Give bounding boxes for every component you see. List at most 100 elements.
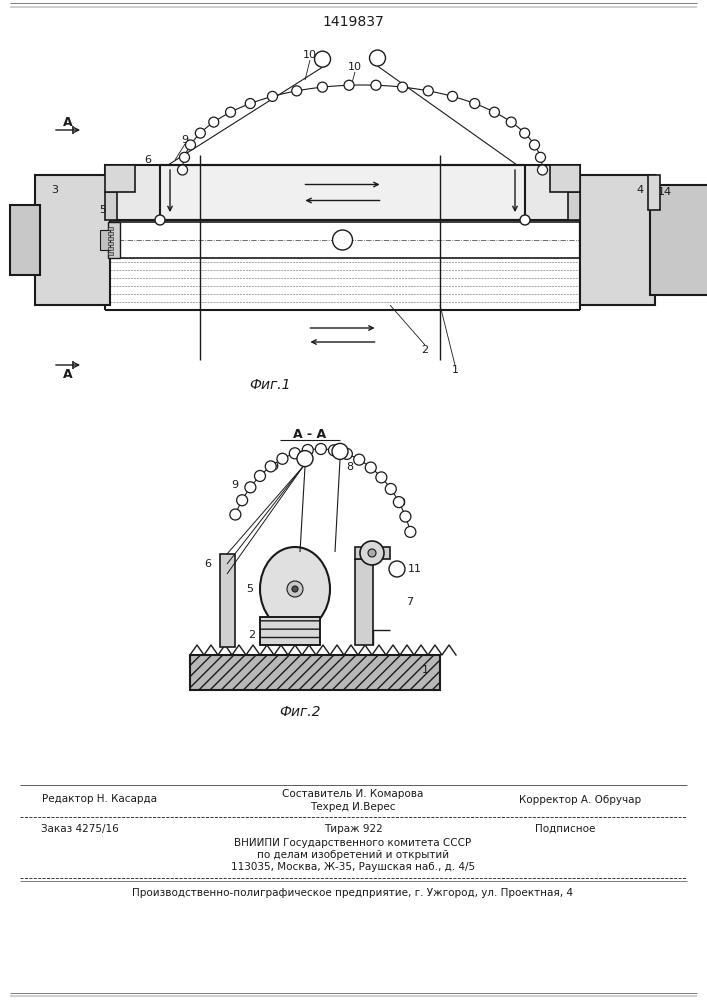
Circle shape — [344, 80, 354, 90]
Circle shape — [448, 91, 457, 101]
Circle shape — [267, 91, 278, 101]
Bar — [355, 559, 373, 645]
Circle shape — [245, 482, 256, 493]
Circle shape — [329, 445, 339, 456]
Bar — [10, 205, 40, 275]
Text: Подписное: Подписное — [534, 824, 595, 834]
Text: Тираж 922: Тираж 922 — [324, 824, 382, 834]
Circle shape — [245, 99, 255, 109]
Polygon shape — [35, 205, 110, 275]
Text: 10: 10 — [393, 498, 407, 508]
Circle shape — [265, 461, 276, 472]
Bar — [105, 165, 160, 220]
Circle shape — [332, 230, 353, 250]
Bar — [355, 547, 390, 559]
Circle shape — [155, 215, 165, 225]
Text: 9: 9 — [182, 135, 189, 145]
Text: 6: 6 — [144, 155, 151, 165]
Text: +: + — [372, 52, 382, 65]
Circle shape — [469, 99, 480, 109]
Text: 2: 2 — [248, 630, 255, 640]
Ellipse shape — [260, 547, 330, 631]
Circle shape — [292, 86, 302, 96]
Bar — [160, 165, 525, 220]
Circle shape — [520, 215, 530, 225]
Circle shape — [405, 526, 416, 537]
Circle shape — [332, 443, 348, 459]
Text: −: − — [337, 233, 348, 246]
Circle shape — [371, 80, 381, 90]
Text: 3: 3 — [52, 185, 59, 195]
Circle shape — [354, 454, 365, 465]
Circle shape — [506, 117, 516, 127]
Text: 5: 5 — [247, 584, 254, 594]
Text: 11: 11 — [408, 564, 422, 574]
Circle shape — [366, 462, 376, 473]
Circle shape — [255, 470, 266, 481]
Bar — [100, 230, 110, 250]
Text: 1: 1 — [452, 365, 459, 375]
Circle shape — [230, 509, 241, 520]
Circle shape — [177, 165, 187, 175]
Text: Редактор Н. Касарда: Редактор Н. Касарда — [42, 794, 158, 804]
Circle shape — [185, 140, 196, 150]
Bar — [108, 242, 113, 245]
Text: 8: 8 — [346, 462, 354, 472]
Bar — [260, 617, 320, 645]
Bar — [108, 237, 113, 240]
Bar — [648, 175, 660, 210]
Circle shape — [370, 50, 385, 66]
Bar — [260, 617, 320, 645]
Circle shape — [287, 581, 303, 597]
Bar — [580, 175, 655, 305]
Circle shape — [277, 453, 288, 464]
Bar — [108, 227, 113, 230]
Circle shape — [292, 586, 298, 592]
Bar — [105, 192, 117, 220]
Circle shape — [209, 117, 218, 127]
Text: 2: 2 — [421, 345, 428, 355]
Circle shape — [315, 444, 327, 455]
Circle shape — [368, 549, 376, 557]
Text: 9: 9 — [231, 480, 238, 490]
Text: 1419837: 1419837 — [322, 15, 384, 29]
Circle shape — [397, 82, 407, 92]
Circle shape — [195, 128, 205, 138]
Circle shape — [489, 107, 499, 117]
Text: 5: 5 — [100, 205, 107, 215]
Circle shape — [520, 128, 530, 138]
Circle shape — [317, 82, 327, 92]
Circle shape — [341, 448, 352, 459]
Text: +: + — [300, 452, 310, 465]
Circle shape — [360, 541, 384, 565]
Text: А: А — [63, 115, 73, 128]
Bar — [108, 222, 120, 258]
Bar — [35, 175, 110, 305]
Circle shape — [385, 483, 397, 494]
Text: 6: 6 — [204, 559, 211, 569]
Bar — [568, 192, 580, 220]
Text: А: А — [63, 368, 73, 381]
Text: 10: 10 — [303, 50, 317, 60]
Circle shape — [237, 495, 247, 506]
Circle shape — [180, 152, 189, 162]
Text: Фиг.2: Фиг.2 — [279, 705, 321, 719]
Bar — [105, 165, 135, 192]
Text: Корректор А. Обручар: Корректор А. Обручар — [519, 795, 641, 805]
Text: Техред И.Верес: Техред И.Верес — [310, 802, 396, 812]
Circle shape — [297, 451, 313, 467]
Bar — [190, 655, 440, 690]
Text: Составитель И. Комарова: Составитель И. Комарова — [282, 789, 423, 799]
Circle shape — [226, 107, 235, 117]
Text: А - А: А - А — [293, 428, 327, 442]
Text: −: − — [317, 53, 328, 66]
Circle shape — [289, 448, 300, 459]
Bar — [220, 554, 235, 647]
Text: 9: 9 — [271, 462, 279, 472]
Circle shape — [389, 561, 405, 577]
Circle shape — [315, 51, 330, 67]
Text: 14: 14 — [658, 187, 672, 197]
Circle shape — [530, 140, 539, 150]
Text: ВНИИПИ Государственного комитета СССР: ВНИИПИ Государственного комитета СССР — [235, 838, 472, 848]
Circle shape — [376, 472, 387, 483]
